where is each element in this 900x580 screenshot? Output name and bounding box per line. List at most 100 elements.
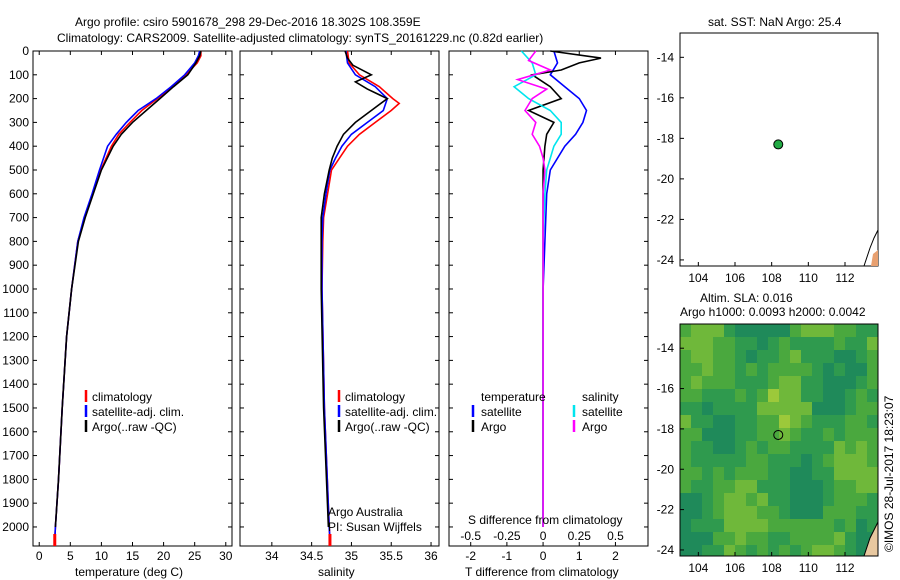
sla-cell	[746, 324, 758, 338]
sla-cell	[790, 389, 802, 403]
sla-cell	[768, 350, 780, 364]
sla-cell	[801, 363, 813, 377]
sla-cell	[845, 363, 857, 377]
sla-cell	[724, 519, 736, 533]
sla-cell	[801, 480, 813, 494]
sla-cell	[691, 467, 703, 481]
sla-cell	[768, 519, 780, 533]
sla-cell	[757, 363, 769, 377]
sla-cell	[812, 519, 824, 533]
y-tick-label: 1500	[2, 401, 29, 415]
sla-cell	[680, 428, 692, 442]
sla-cell	[801, 402, 813, 416]
sla-cell	[691, 337, 703, 351]
sla-cell	[790, 493, 802, 507]
sst-map-frame	[679, 32, 879, 267]
sla-cell	[834, 467, 846, 481]
sla-cell	[867, 324, 878, 338]
sla-cell	[867, 402, 878, 416]
sla-cell	[735, 415, 747, 429]
sla-cell	[746, 480, 758, 494]
sla-cell	[779, 454, 791, 468]
y-tick-label: 300	[9, 115, 29, 129]
sla-cell	[768, 493, 780, 507]
y-tick-label: -22	[657, 503, 675, 517]
x-tick-label: 104	[688, 271, 708, 285]
sla-cell	[856, 519, 868, 533]
sla-cell	[757, 532, 769, 546]
sla-cell	[790, 350, 802, 364]
sla-cell	[856, 454, 868, 468]
sla-cell	[757, 480, 769, 494]
sla-cell	[779, 428, 791, 442]
sla-cell	[746, 532, 758, 546]
sla-cell	[845, 506, 857, 520]
sla-cell	[823, 545, 835, 556]
sla-cell	[713, 376, 725, 390]
sla-cell	[746, 402, 758, 416]
sla-cell	[735, 480, 747, 494]
y-tick-label: 600	[9, 187, 29, 201]
sla-cell	[856, 389, 868, 403]
sla-cell	[768, 441, 780, 455]
sla-cell	[812, 363, 824, 377]
sla-cell	[746, 506, 758, 520]
sla-cell	[834, 350, 846, 364]
sla-cell	[691, 415, 703, 429]
sla-cell	[680, 454, 692, 468]
sla-cell	[779, 350, 791, 364]
sla-cell	[735, 467, 747, 481]
legend-label-t-argo: Argo	[481, 420, 507, 434]
y-tick-label: -20	[657, 172, 675, 186]
sla-cell	[801, 441, 813, 455]
sla-cell	[680, 493, 692, 507]
sla-cell	[845, 376, 857, 390]
sla-cell	[724, 363, 736, 377]
sla-cell	[812, 454, 824, 468]
sla-cell	[691, 376, 703, 390]
sla-cell	[856, 506, 868, 520]
title-line-2: Climatology: CARS2009. Satellite-adjuste…	[57, 31, 543, 45]
sla-cell	[757, 350, 769, 364]
sla-cell	[713, 493, 725, 507]
sst-map-panel: sat. SST: NaN Argo: 25.4 104 106 108 110 112…	[657, 15, 879, 285]
sla-cell	[691, 389, 703, 403]
sla-cell	[823, 324, 835, 338]
sla-cell	[746, 519, 758, 533]
sla-cell	[757, 415, 769, 429]
sla-cell	[746, 415, 758, 429]
sla-cell	[867, 389, 878, 403]
salinity-legend: climatology satellite-adj. clim. Argo(..…	[337, 390, 437, 434]
sla-cell	[724, 532, 736, 546]
sla-cell	[856, 363, 868, 377]
y-tick-label: 900	[9, 258, 29, 272]
sla-cell	[801, 493, 813, 507]
sla-cell	[702, 493, 714, 507]
difference-legend: temperature salinity satellite Argo sate…	[471, 390, 623, 434]
sla-cell	[867, 454, 878, 468]
sla-cell	[702, 428, 714, 442]
sla-cell	[735, 532, 747, 546]
sla-cell	[834, 337, 846, 351]
legend-title-temperature: temperature	[481, 390, 546, 404]
x-tick-label: 20	[157, 549, 171, 563]
sla-cell	[812, 402, 824, 416]
sla-cell	[867, 415, 878, 429]
sla-cell	[779, 467, 791, 481]
legend-label-satellite: satellite-adj. clim.	[345, 405, 437, 419]
sla-cell	[746, 376, 758, 390]
sla-cell	[757, 441, 769, 455]
sla-cell	[867, 376, 878, 390]
y-tick-label: 200	[9, 92, 29, 106]
sla-cell	[680, 363, 692, 377]
sla-cell	[834, 402, 846, 416]
sla-cell	[790, 441, 802, 455]
y-tick-label: 100	[9, 68, 29, 82]
sla-cell	[845, 454, 857, 468]
sla-cell	[834, 480, 846, 494]
sla-cell	[702, 402, 714, 416]
sla-cell	[779, 545, 791, 556]
sla-cell	[812, 389, 824, 403]
sla-cell	[757, 506, 769, 520]
sla-cell	[680, 545, 692, 556]
